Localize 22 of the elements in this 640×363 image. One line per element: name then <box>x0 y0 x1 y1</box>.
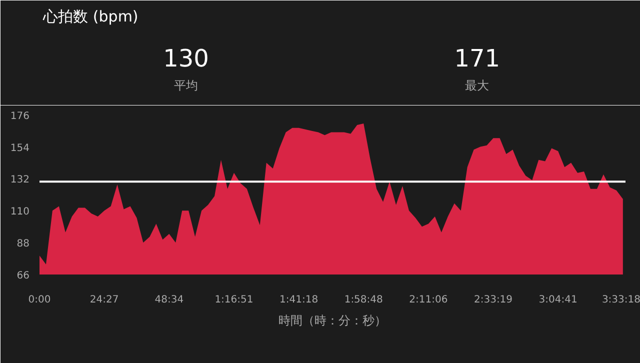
x-tick-label: 2:33:19 <box>474 294 513 306</box>
text: 平均 <box>174 78 198 92</box>
x-tick-label: 3:33:18 <box>602 294 640 306</box>
y-tick-label: 66 <box>16 270 30 282</box>
chart-title: 心拍数 (bpm) <box>42 8 138 26</box>
x-tick-label: 48:34 <box>154 294 184 306</box>
y-tick-label: 176 <box>10 110 30 122</box>
y-tick-label: 110 <box>10 206 30 218</box>
y-tick-label: 132 <box>10 174 30 186</box>
x-tick-label: 1:16:51 <box>214 294 254 306</box>
text: 130 <box>163 44 209 72</box>
x-axis-title: 時間（時：分：秒） <box>278 314 386 328</box>
x-tick-label: 2:11:06 <box>409 294 448 306</box>
y-tick-label: 88 <box>16 238 30 250</box>
text: 最大 <box>465 78 490 92</box>
x-tick-label: 0:00 <box>28 294 51 306</box>
x-tick-label: 3:04:41 <box>538 294 578 306</box>
text: 171 <box>454 44 500 72</box>
x-tick-label: 1:41:18 <box>280 294 318 306</box>
x-tick-label: 24:27 <box>90 294 119 306</box>
y-tick-label: 154 <box>10 142 30 154</box>
x-tick-label: 1:58:48 <box>344 294 383 306</box>
